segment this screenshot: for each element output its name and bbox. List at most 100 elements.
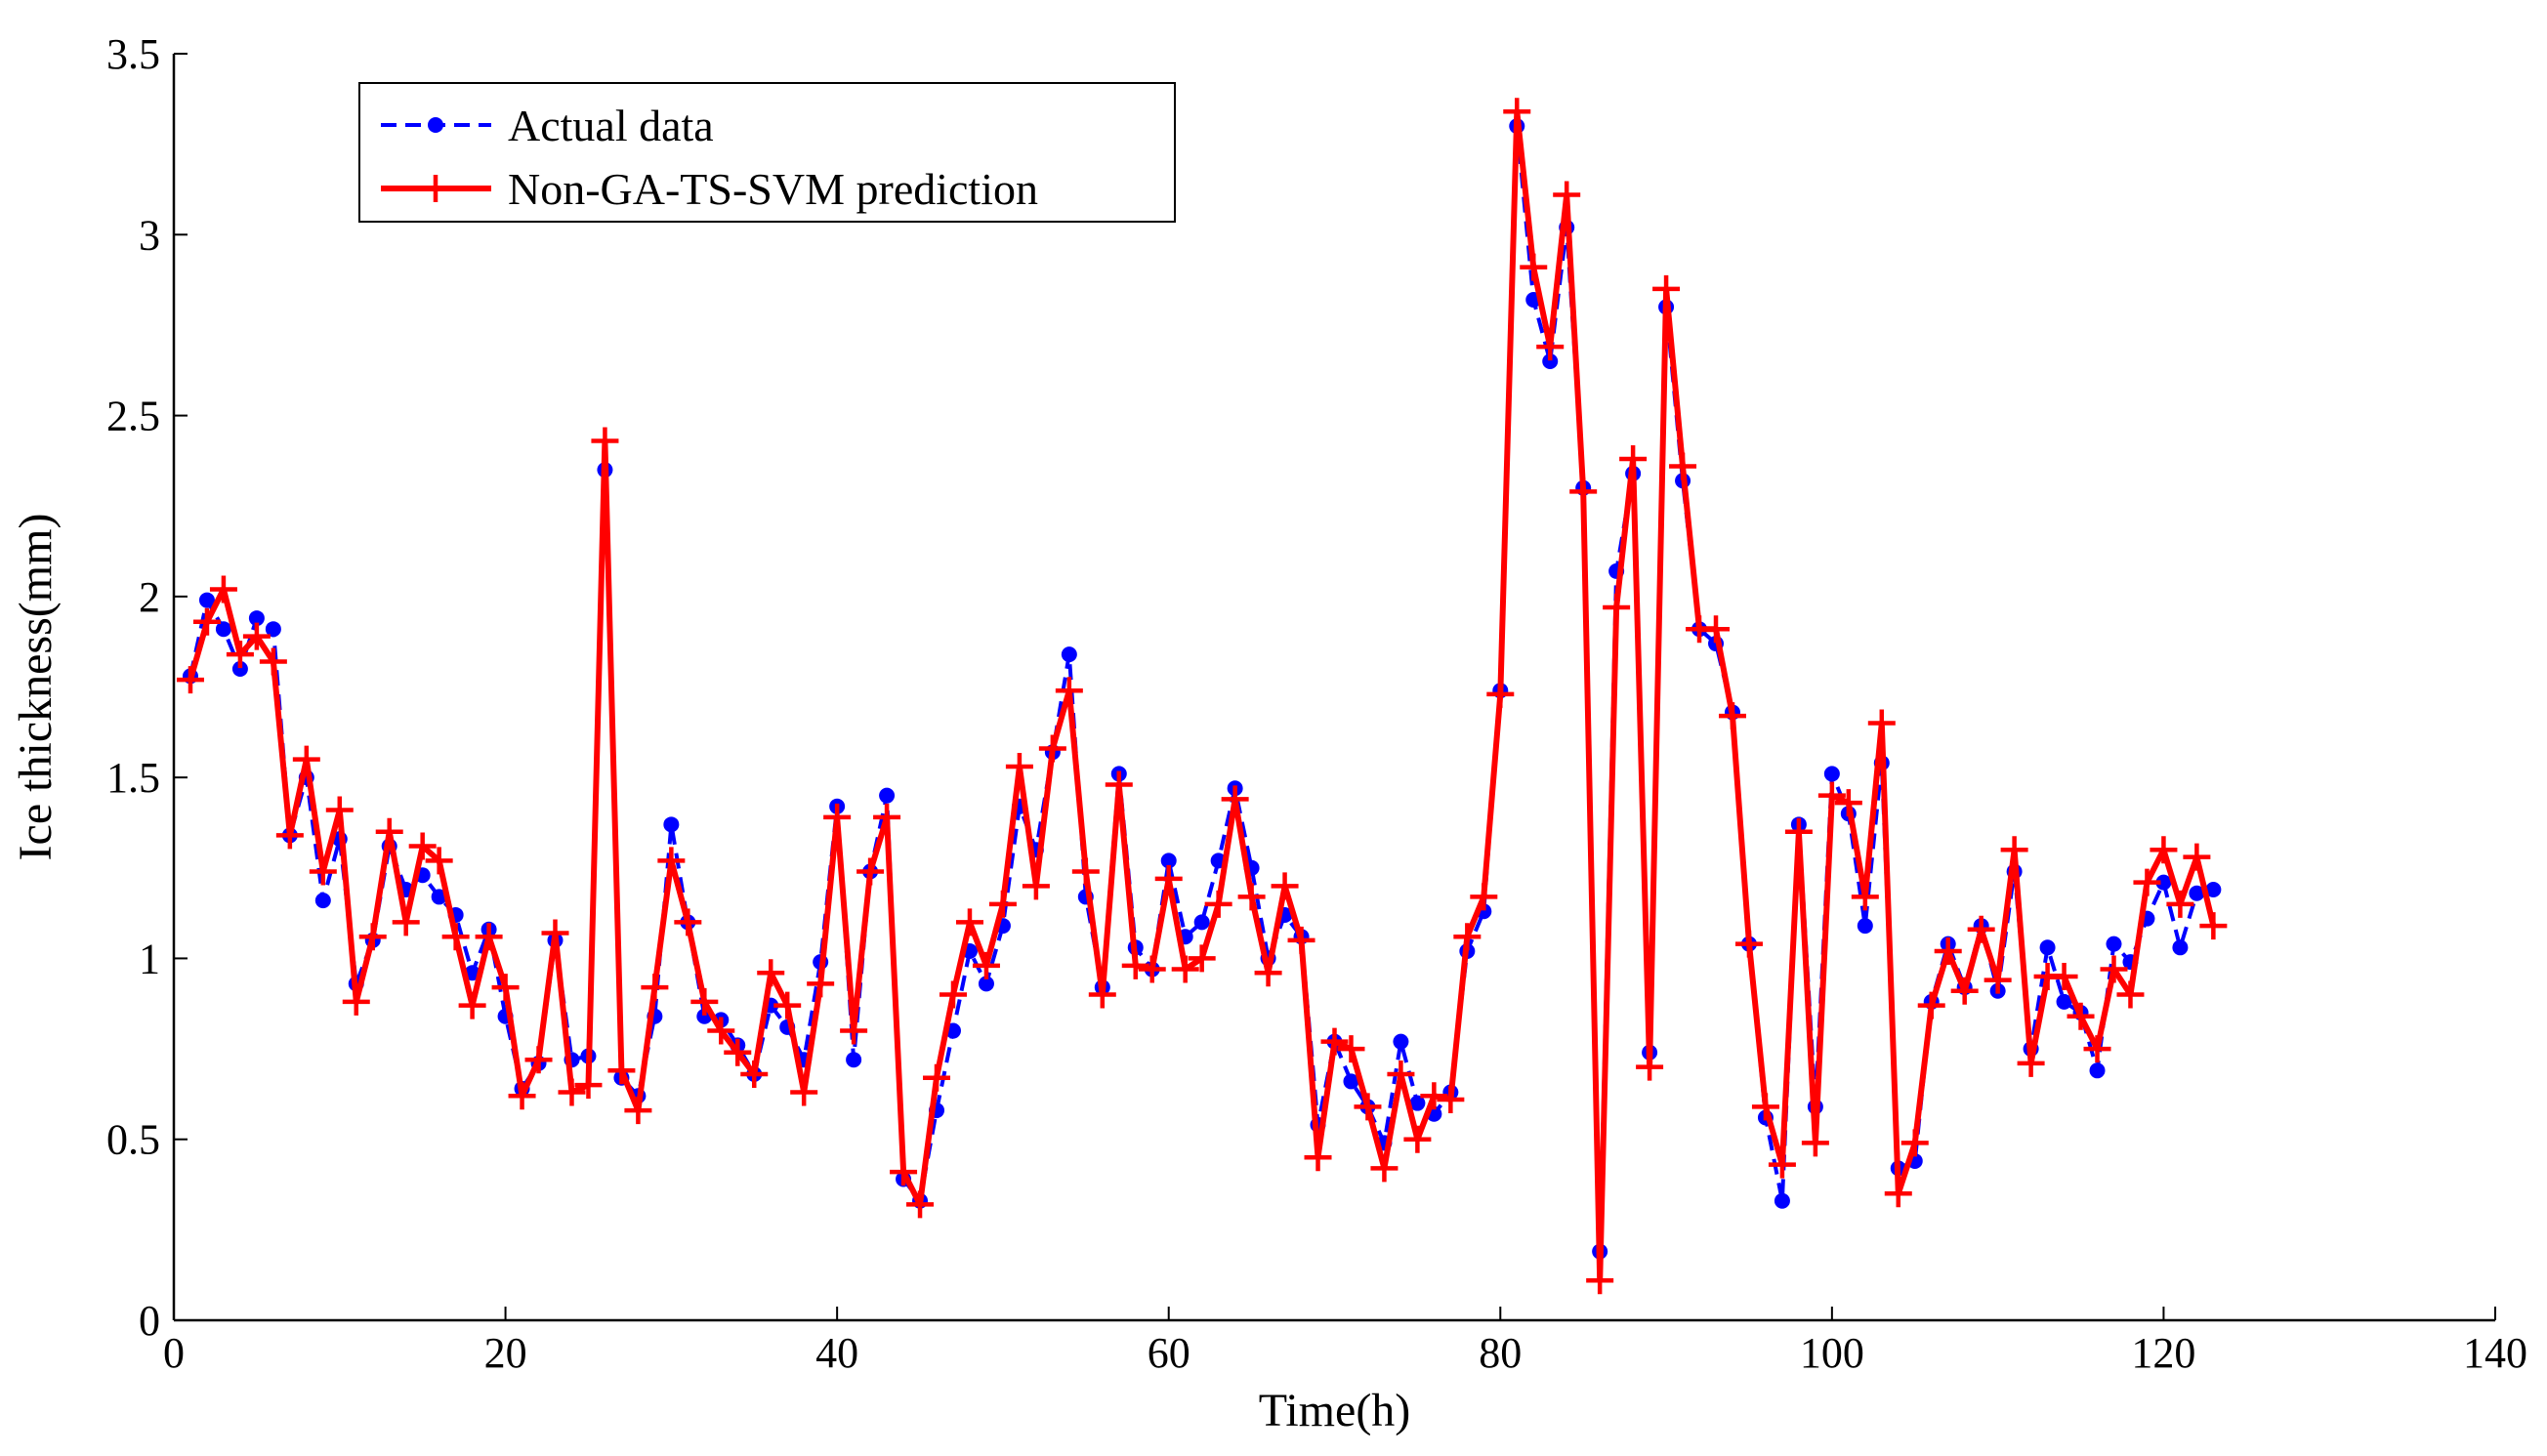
data-point-prediction bbox=[1271, 872, 1299, 900]
data-point-prediction bbox=[1287, 926, 1315, 954]
data-point-prediction bbox=[1221, 785, 1249, 813]
data-point-prediction bbox=[2116, 980, 2145, 1009]
data-point-prediction bbox=[1437, 1085, 1465, 1113]
data-point-actual bbox=[978, 976, 994, 992]
series-prediction bbox=[176, 98, 2228, 1295]
data-point-actual bbox=[215, 621, 231, 638]
data-point-actual bbox=[2039, 939, 2056, 956]
data-point-prediction bbox=[955, 908, 983, 936]
x-tick-label: 0 bbox=[163, 1329, 185, 1377]
data-point-prediction bbox=[1005, 753, 1033, 781]
data-point-actual bbox=[846, 1052, 862, 1068]
data-point-prediction bbox=[1204, 890, 1232, 918]
data-point-prediction bbox=[988, 890, 1017, 918]
data-point-actual bbox=[663, 816, 680, 833]
data-point-prediction bbox=[2183, 843, 2211, 871]
data-point-actual bbox=[2205, 882, 2222, 898]
data-point-prediction bbox=[1569, 478, 1598, 506]
data-point-prediction bbox=[1470, 883, 1498, 911]
data-point-prediction bbox=[1370, 1154, 1399, 1183]
y-tick-label: 0 bbox=[139, 1297, 160, 1345]
data-point-prediction bbox=[1817, 781, 1846, 810]
data-point-prediction bbox=[192, 607, 221, 636]
data-point-prediction bbox=[840, 1017, 868, 1045]
data-point-prediction bbox=[1088, 980, 1116, 1009]
data-point-prediction bbox=[508, 1082, 536, 1110]
x-tick-label: 120 bbox=[2131, 1329, 2195, 1377]
legend-sample-prediction bbox=[381, 175, 491, 202]
data-point-prediction bbox=[1055, 677, 1083, 705]
data-point-prediction bbox=[906, 1190, 935, 1219]
data-point-prediction bbox=[2100, 955, 2128, 983]
data-point-prediction bbox=[690, 987, 719, 1016]
data-point-actual bbox=[2056, 993, 2072, 1010]
data-point-prediction bbox=[1702, 615, 1731, 644]
data-point-actual bbox=[1542, 353, 1559, 369]
data-point-prediction bbox=[939, 980, 967, 1009]
data-point-prediction bbox=[1652, 274, 1681, 303]
data-point-prediction bbox=[574, 1071, 603, 1100]
data-point-prediction bbox=[475, 923, 503, 951]
data-point-prediction bbox=[2133, 868, 2161, 896]
data-point-prediction bbox=[807, 970, 835, 998]
data-point-prediction bbox=[674, 908, 702, 936]
y-tick-label: 3.5 bbox=[106, 30, 160, 78]
y-tick-label: 2 bbox=[139, 573, 160, 621]
legend-marker bbox=[422, 175, 449, 202]
series-layer bbox=[176, 98, 2228, 1295]
data-point-prediction bbox=[309, 857, 337, 886]
x-tick-label: 140 bbox=[2463, 1329, 2527, 1377]
x-tick-label: 40 bbox=[815, 1329, 858, 1377]
data-point-prediction bbox=[242, 622, 271, 650]
x-tick-label: 80 bbox=[1479, 1329, 1522, 1377]
data-point-prediction bbox=[890, 1158, 918, 1186]
axis-ticks: 0 20 40 60 80 100 120 140 0 0.5 1 1.5 2 2.5 3 3.5 bbox=[106, 30, 2527, 1377]
data-point-prediction bbox=[176, 666, 204, 694]
data-point-prediction bbox=[1387, 1061, 1415, 1089]
data-point-actual bbox=[2155, 874, 2172, 891]
x-axis-label: Time(h) bbox=[1259, 1385, 1411, 1436]
data-point-prediction bbox=[1071, 857, 1100, 886]
data-point-prediction bbox=[1420, 1082, 1448, 1110]
data-point-actual bbox=[1160, 853, 1177, 869]
data-point-prediction bbox=[2150, 836, 2178, 864]
data-point-prediction bbox=[972, 951, 1000, 979]
data-point-actual bbox=[431, 889, 447, 905]
data-point-prediction bbox=[259, 647, 287, 676]
data-point-prediction bbox=[541, 919, 569, 947]
legend-marker bbox=[428, 117, 443, 133]
legend: Actual data Non-GA-TS-SVM prediction bbox=[358, 82, 1176, 223]
data-point-actual bbox=[1393, 1033, 1409, 1050]
data-point-prediction bbox=[657, 847, 686, 875]
data-point-prediction bbox=[1751, 1093, 1779, 1121]
data-point-prediction bbox=[292, 745, 320, 773]
data-point-actual bbox=[231, 660, 248, 677]
data-point-prediction bbox=[1983, 966, 2012, 994]
data-point-prediction bbox=[1900, 1129, 1929, 1157]
data-point-prediction bbox=[441, 923, 470, 951]
data-point-prediction bbox=[1520, 253, 1548, 281]
data-point-prediction bbox=[1154, 864, 1183, 893]
data-point-prediction bbox=[624, 1097, 652, 1125]
data-point-prediction bbox=[458, 991, 486, 1019]
data-point-prediction bbox=[1536, 333, 1565, 361]
data-point-actual bbox=[248, 610, 265, 627]
data-point-prediction bbox=[209, 575, 237, 603]
data-point-prediction bbox=[491, 974, 520, 1002]
data-point-prediction bbox=[1320, 1027, 1349, 1056]
data-point-prediction bbox=[2000, 836, 2028, 864]
data-point-prediction bbox=[524, 1046, 553, 1074]
data-point-prediction bbox=[1718, 702, 1746, 730]
data-point-prediction bbox=[1138, 955, 1166, 983]
data-point-prediction bbox=[1950, 977, 1979, 1005]
data-point-prediction bbox=[1917, 991, 1945, 1019]
data-point-prediction bbox=[1503, 98, 1531, 126]
data-point-prediction bbox=[1038, 734, 1066, 763]
data-point-prediction bbox=[1636, 1053, 1664, 1081]
y-axis-label: Ice thickness(mm) bbox=[10, 514, 62, 861]
y-tick-label: 1 bbox=[139, 935, 160, 982]
data-point-prediction bbox=[1586, 1267, 1614, 1295]
data-point-actual bbox=[1774, 1192, 1790, 1209]
